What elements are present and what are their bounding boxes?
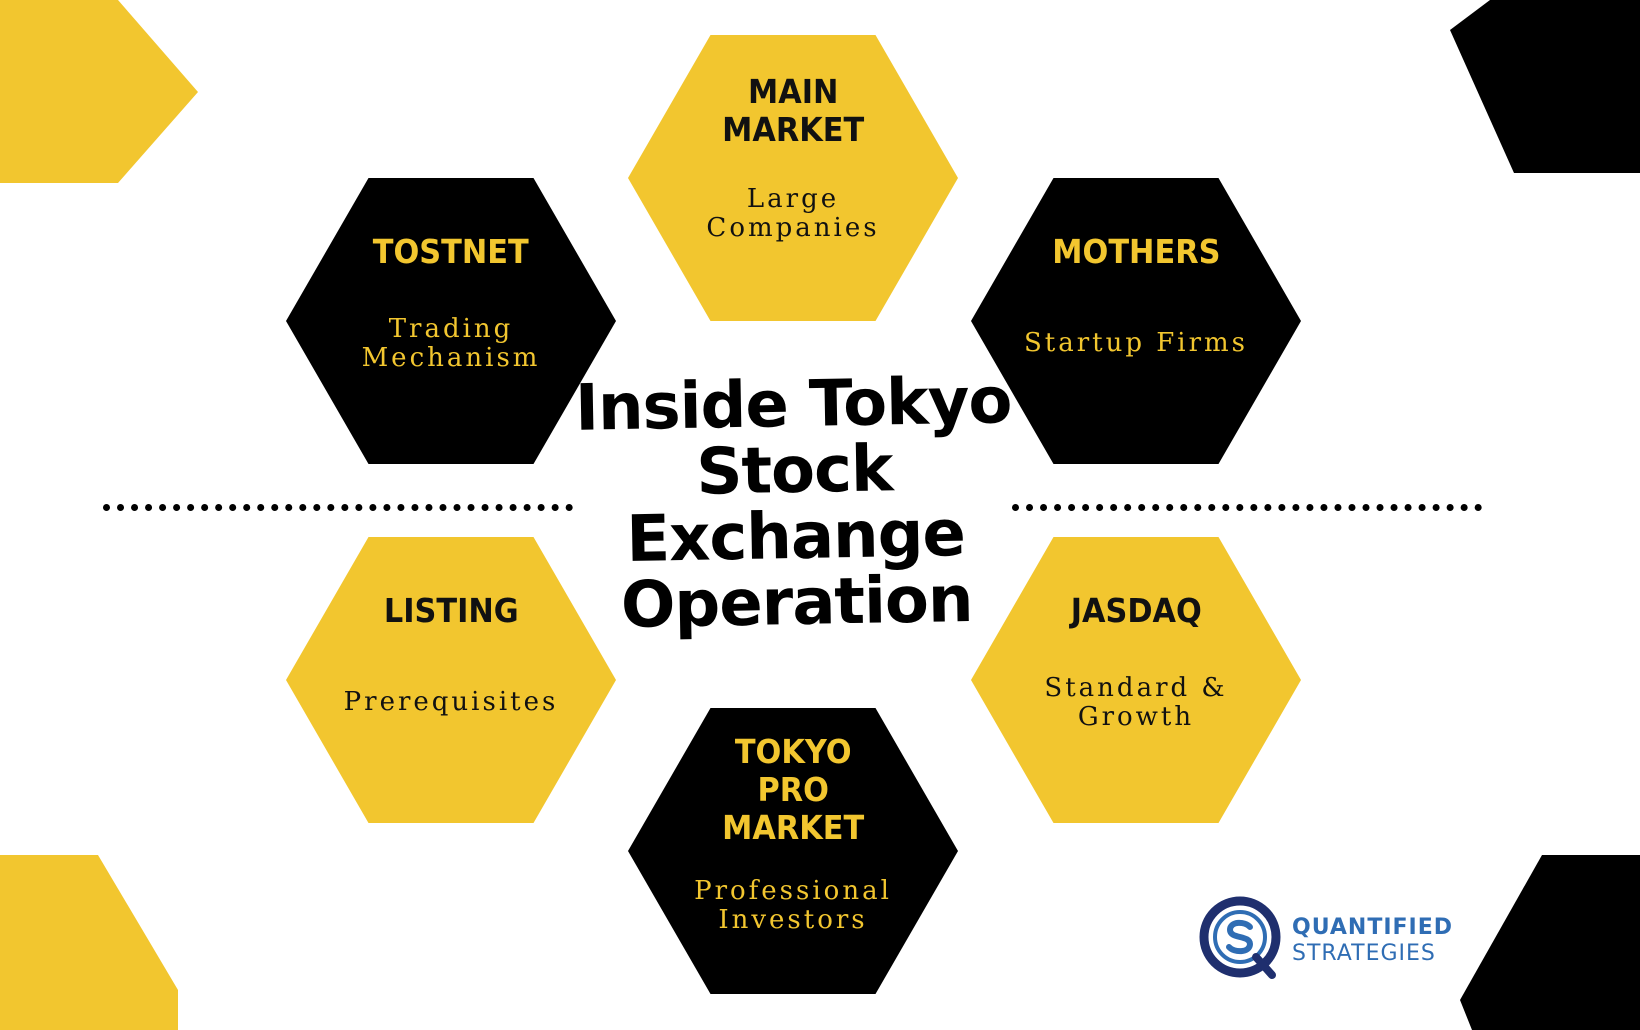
hex-subtitle: Trading Mechanism — [361, 314, 541, 373]
logo-text-quantified: QUANTIFIED — [1292, 915, 1454, 940]
hex-title: MOTHERS — [1051, 232, 1221, 271]
hex-mothers: MOTHERS Startup Firms — [971, 178, 1301, 464]
corner-hex-bottom-left — [0, 855, 178, 1030]
corner-hex-top-left — [0, 0, 198, 183]
quantified-strategies-logo: QUANTIFIED STRATEGIES — [1198, 895, 1468, 985]
corner-hex-bottom-right — [1460, 855, 1640, 1030]
divider-left — [103, 504, 573, 511]
hex-subtitle: Startup Firms — [1023, 328, 1249, 358]
hex-title: JASDAQ — [1070, 591, 1202, 630]
hex-subtitle: Prerequisites — [343, 687, 559, 717]
hex-subtitle: Professional Investors — [694, 876, 892, 935]
hex-tokyo-pro-market: TOKYO PRO MARKET Professional Investors — [628, 708, 958, 994]
corner-hex-top-right — [1450, 0, 1640, 173]
hex-main-market: MAIN MARKET Large Companies — [628, 35, 958, 321]
hex-title: LISTING — [383, 591, 519, 630]
center-title: Inside Tokyo Stock Exchange Operation — [574, 364, 1013, 644]
hex-subtitle: Large Companies — [706, 184, 880, 243]
hex-title: TOSTNET — [373, 232, 529, 271]
hex-listing: LISTING Prerequisites — [286, 537, 616, 823]
hex-title: TOKYO PRO MARKET — [721, 732, 865, 847]
hex-jasdaq: JASDAQ Standard & Growth — [971, 537, 1301, 823]
qs-logo-icon — [1199, 896, 1281, 979]
logo-text-strategies: STRATEGIES — [1292, 941, 1436, 966]
divider-right — [1012, 504, 1482, 511]
hex-tostnet: TOSTNET Trading Mechanism — [286, 178, 616, 464]
hex-subtitle: Standard & Growth — [1044, 673, 1228, 732]
hex-title: MAIN MARKET — [721, 72, 865, 149]
